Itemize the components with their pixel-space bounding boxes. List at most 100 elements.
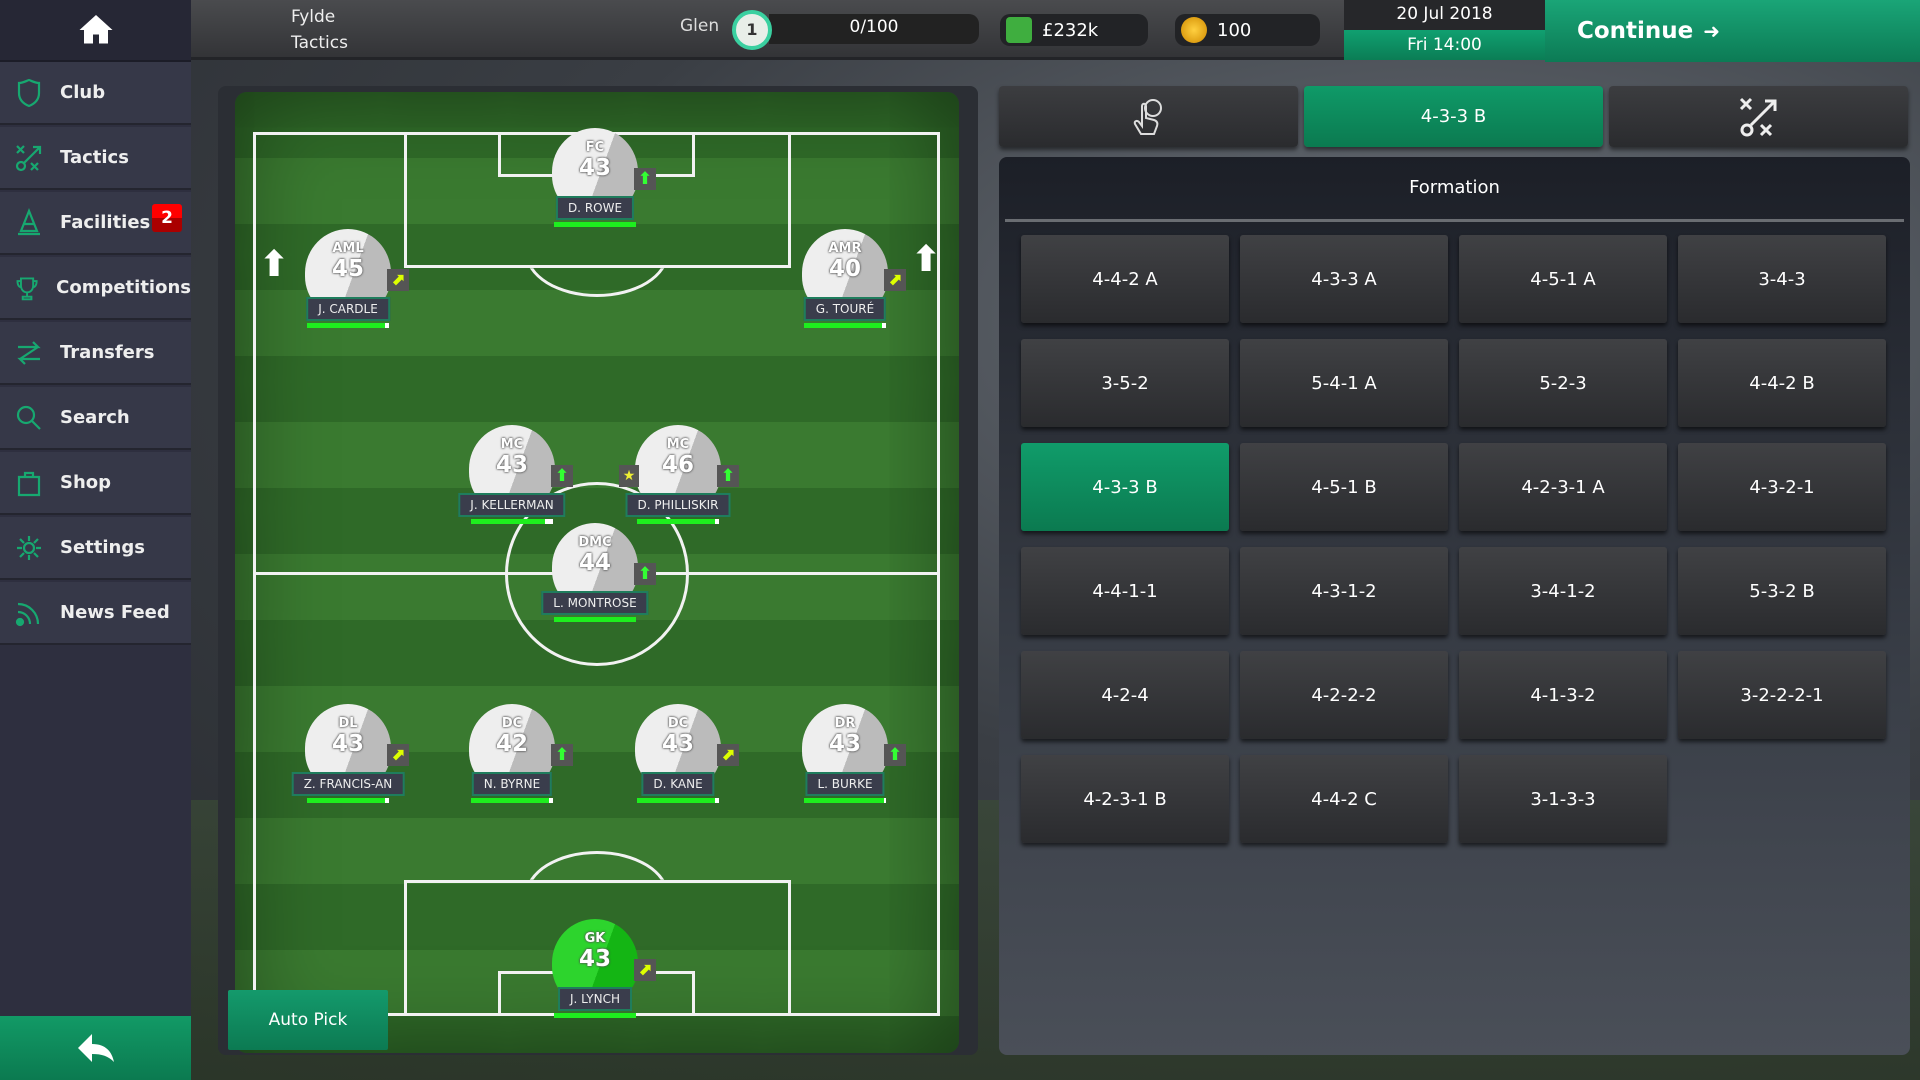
rss-icon (15, 602, 40, 626)
formation-option[interactable]: 5-3-2 B (1678, 547, 1886, 635)
home-button[interactable] (0, 0, 191, 62)
notification-badge: 2 (152, 204, 182, 232)
formation-option[interactable]: 3-4-1-2 (1459, 547, 1667, 635)
player-card[interactable]: GK 43 ⬈ J. LYNCH (530, 919, 660, 1029)
back-button[interactable] (0, 1016, 191, 1080)
player-rating: 45 (331, 256, 364, 282)
fitness-bar (554, 617, 636, 622)
player-name: Z. FRANCIS-AN (291, 772, 405, 796)
formation-option[interactable]: 4-2-2-2 (1240, 651, 1448, 739)
formation-option[interactable]: 4-4-2 B (1678, 339, 1886, 427)
player-card[interactable]: DL 43 ⬈ Z. FRANCIS-AN (283, 704, 413, 814)
formation-option[interactable]: 4-1-3-2 (1459, 651, 1667, 739)
arrow-up-right-icon: ⬈ (387, 269, 409, 291)
player-card[interactable]: FC 43 ⬆ D. ROWE (530, 128, 660, 238)
player-position: AML (332, 241, 364, 256)
sidebar-item-label: Settings (60, 537, 145, 558)
club-name: Fylde (291, 7, 336, 27)
coins-value: 100 (1217, 19, 1252, 41)
formation-option[interactable]: 4-5-1 A (1459, 235, 1667, 323)
formation-option[interactable]: 4-2-4 (1021, 651, 1229, 739)
formation-option[interactable]: 4-4-2 C (1240, 755, 1448, 843)
formation-option[interactable]: 4-5-1 B (1240, 443, 1448, 531)
continue-button[interactable]: Continue ➜ (1545, 0, 1920, 62)
divider (1005, 219, 1904, 222)
player-name: G. TOURÉ (803, 297, 887, 321)
sidebar-item-label: Transfers (60, 342, 155, 363)
xp-text: 0/100 (849, 17, 899, 37)
formation-option[interactable]: 4-3-1-2 (1240, 547, 1448, 635)
player-position: MC (666, 437, 690, 452)
player-card[interactable]: DC 42 ⬆ N. BYRNE (447, 704, 577, 814)
sidebar-item-search[interactable]: Search (0, 387, 191, 450)
formation-option[interactable]: 4-3-2-1 (1678, 443, 1886, 531)
coins-display[interactable]: 100 (1175, 14, 1320, 46)
sidebar-item-transfers[interactable]: Transfers (0, 322, 191, 385)
player-rating: 43 (828, 731, 861, 757)
player-position: DC (501, 716, 523, 731)
formation-option[interactable]: 4-2-3-1 B (1021, 755, 1229, 843)
player-name: J. CARDLE (306, 297, 390, 321)
player-card[interactable]: DR 43 ⬆ L. BURKE (780, 704, 910, 814)
trophy-icon (16, 276, 38, 300)
player-position: DR (834, 716, 856, 731)
formation-option[interactable]: 5-4-1 A (1240, 339, 1448, 427)
formation-option[interactable]: 4-2-3-1 A (1459, 443, 1667, 531)
arrow-up-icon: ⬆ (634, 168, 656, 190)
sidebar-item-news-feed[interactable]: News Feed (0, 582, 191, 645)
formation-option[interactable]: 3-5-2 (1021, 339, 1229, 427)
date-display: 20 Jul 2018 Fri 14:00 (1344, 0, 1545, 60)
formation-title: Formation (1409, 177, 1500, 198)
formation-option[interactable]: 3-4-3 (1678, 235, 1886, 323)
player-position: MC (500, 437, 524, 452)
player-rating: 43 (578, 946, 611, 972)
player-name: J. LYNCH (558, 987, 632, 1011)
formation-option[interactable]: 5-2-3 (1459, 339, 1667, 427)
player-card[interactable]: AMR 40 ⬈ G. TOURÉ (780, 229, 910, 339)
breadcrumb: Fylde Tactics (291, 4, 348, 56)
arrow-up-right-icon: ⬈ (634, 959, 656, 981)
star-icon: ★ (619, 465, 639, 487)
sidebar-item-competitions[interactable]: Competitions (0, 257, 191, 320)
player-name: N. BYRNE (471, 772, 553, 796)
fitness-bar (804, 323, 886, 328)
sidebar-item-facilities[interactable]: Facilities 2 (0, 192, 191, 255)
player-position: DMC (578, 535, 612, 550)
continue-label: Continue (1577, 18, 1694, 44)
fitness-bar (554, 222, 636, 227)
player-name: L. BURKE (805, 772, 885, 796)
xp-bar: 0/100 (769, 14, 979, 44)
tactics-icon (1739, 97, 1776, 136)
player-card[interactable]: MC 46 ★ ⬆ D. PHILLISKIR (613, 425, 743, 535)
sidebar-item-settings[interactable]: Settings (0, 517, 191, 580)
push-forward-arrow-icon: ⬆ (911, 239, 942, 280)
money-display[interactable]: £232k (1000, 14, 1148, 46)
formation-option[interactable]: 3-2-2-2-1 (1678, 651, 1886, 739)
arrow-up-right-icon: ⬈ (387, 744, 409, 766)
player-card[interactable]: AML 45 ⬈ J. CARDLE (283, 229, 413, 339)
home-icon (79, 15, 112, 44)
formation-option[interactable]: 4-4-2 A (1021, 235, 1229, 323)
formation-option[interactable]: 4-4-1-1 (1021, 547, 1229, 635)
arrow-up-icon: ⬆ (884, 744, 906, 766)
back-arrow-icon (77, 1034, 114, 1062)
fitness-bar (637, 519, 719, 524)
sidebar-item-tactics[interactable]: Tactics (0, 127, 191, 190)
tab-player-instructions[interactable] (999, 86, 1298, 147)
fitness-bar (554, 1013, 636, 1018)
player-card[interactable]: MC 43 ⬆ J. KELLERMAN (447, 425, 577, 535)
sidebar-item-label: Competitions (56, 277, 191, 298)
formation-option[interactable]: 4-3-3 A (1240, 235, 1448, 323)
player-card[interactable]: DC 43 ⬈ D. KANE (613, 704, 743, 814)
sidebar-item-shop[interactable]: Shop (0, 452, 191, 515)
formation-option[interactable]: 4-3-3 B (1021, 443, 1229, 531)
tab-team-tactics[interactable] (1609, 86, 1908, 147)
player-rating: 40 (828, 256, 861, 282)
sidebar-item-club[interactable]: Club (0, 62, 191, 125)
player-card[interactable]: DMC 44 ⬆ L. MONTROSE (530, 523, 660, 633)
auto-pick-button[interactable]: Auto Pick (228, 990, 388, 1050)
player-position: GK (584, 931, 606, 946)
formation-option[interactable]: 3-1-3-3 (1459, 755, 1667, 843)
tab-formation[interactable]: 4-3-3 B (1304, 86, 1603, 147)
page-title: Tactics (291, 33, 348, 53)
